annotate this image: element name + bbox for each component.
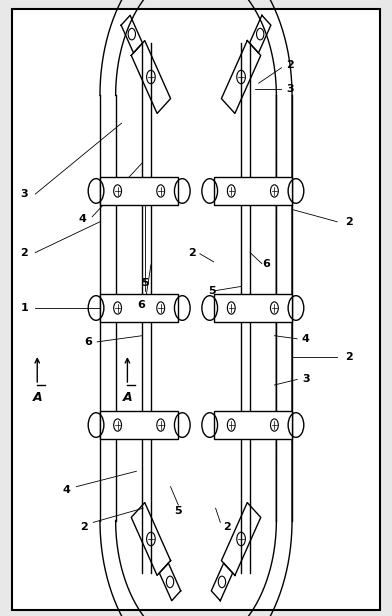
Text: 3: 3 (286, 84, 294, 94)
Text: 6: 6 (263, 259, 270, 269)
Text: 1: 1 (20, 303, 28, 313)
Text: 2: 2 (286, 60, 294, 70)
Text: 5: 5 (141, 278, 149, 288)
Text: 6: 6 (84, 337, 92, 347)
Text: 2: 2 (80, 522, 88, 532)
Text: 2: 2 (20, 248, 28, 257)
Text: A: A (123, 391, 132, 404)
Text: A: A (33, 391, 42, 404)
Text: 5: 5 (208, 286, 216, 296)
Bar (214, 294, 292, 322)
Text: 2: 2 (345, 352, 353, 362)
Bar (100, 177, 178, 205)
Text: 5: 5 (174, 506, 182, 516)
Text: 3: 3 (20, 189, 28, 199)
Text: 3: 3 (302, 375, 310, 384)
Text: 4: 4 (302, 334, 310, 344)
Text: 6: 6 (137, 300, 145, 310)
Text: 2: 2 (345, 217, 353, 227)
Bar (100, 294, 178, 322)
Text: 2: 2 (223, 522, 231, 532)
Bar (214, 177, 292, 205)
Text: 4: 4 (63, 485, 71, 495)
Bar (214, 411, 292, 439)
Text: 2: 2 (188, 248, 196, 257)
Bar (100, 411, 178, 439)
Text: 4: 4 (78, 214, 86, 224)
